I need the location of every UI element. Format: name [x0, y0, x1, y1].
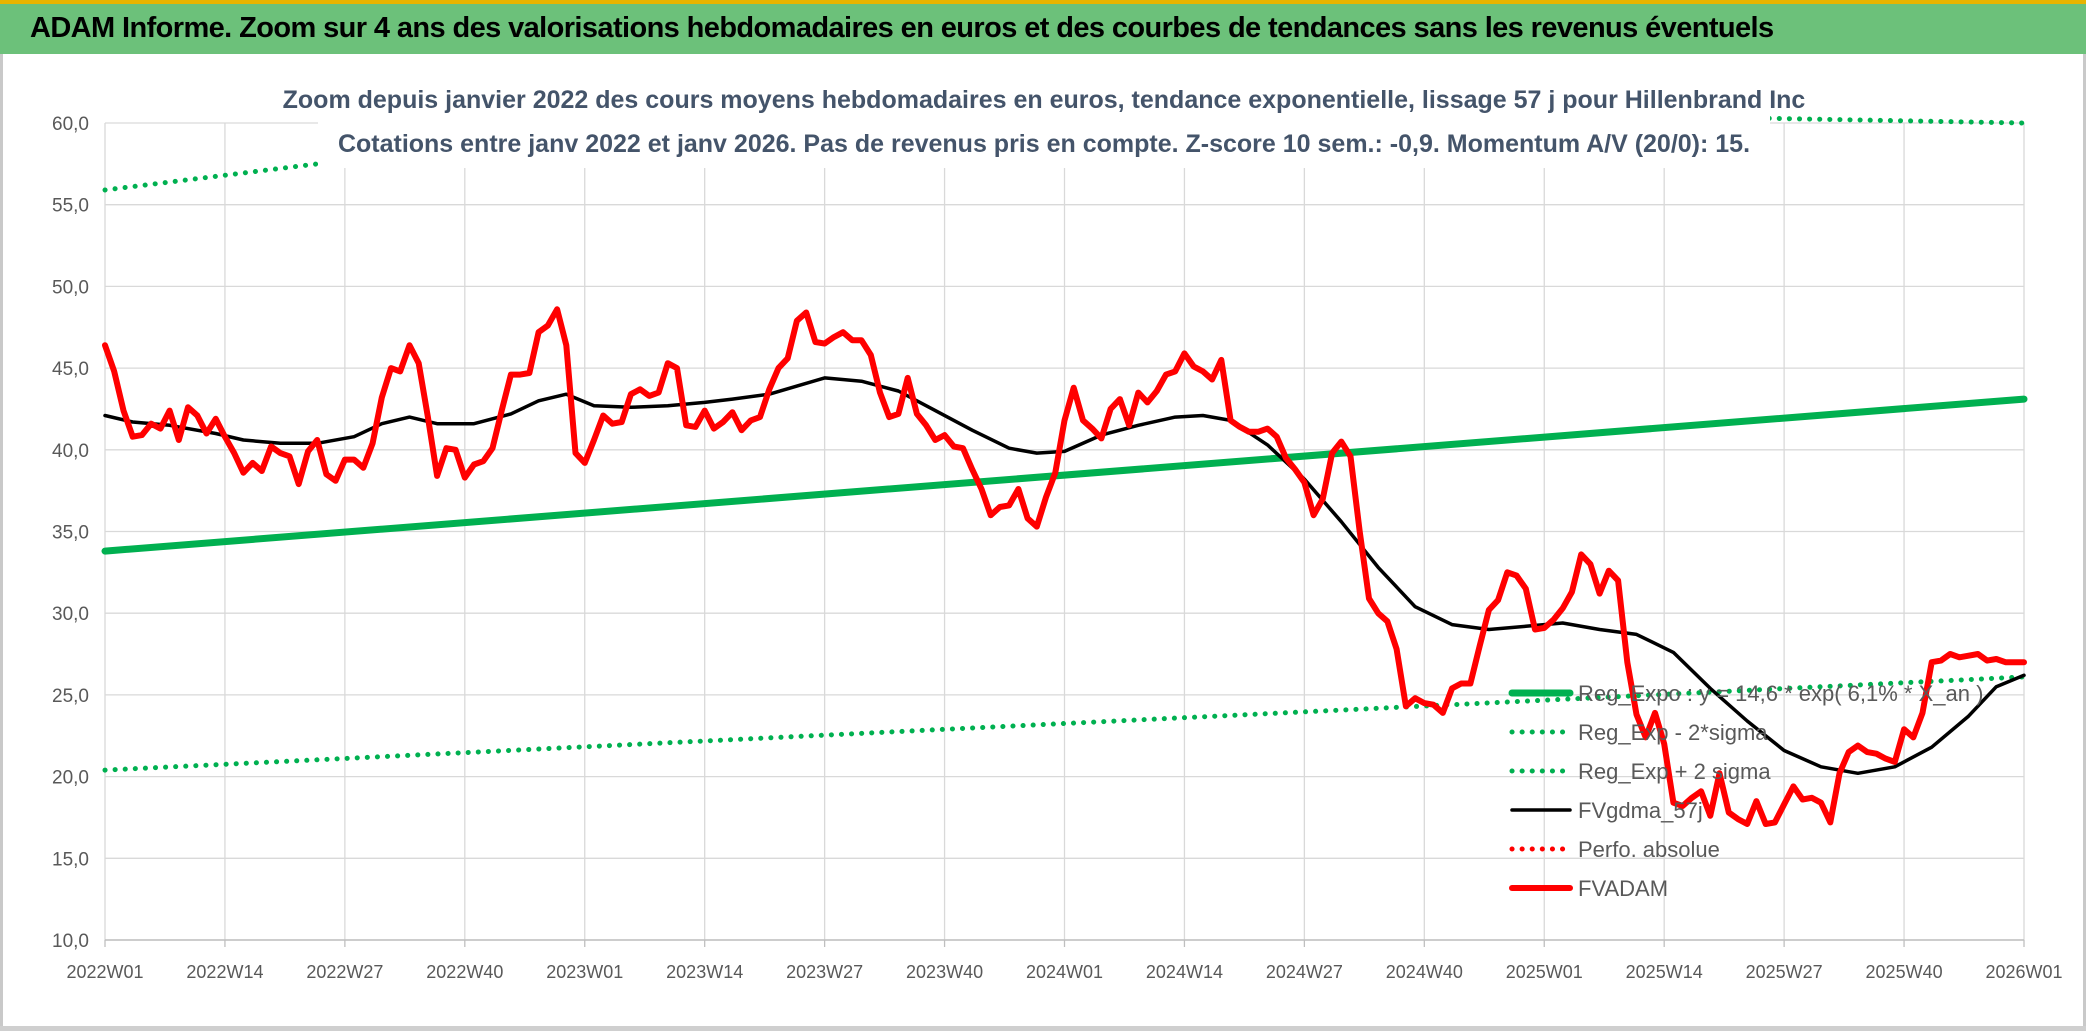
x-tick-label: 2022W14	[186, 962, 263, 982]
y-tick-label: 35,0	[52, 523, 89, 544]
x-tick-label: 2025W01	[1506, 962, 1583, 982]
grid	[104, 122, 2025, 947]
chart-frame	[0, 54, 2086, 1031]
legend-label: FVADAM	[1578, 876, 1668, 901]
x-tick-label: 2023W14	[666, 962, 743, 982]
chart-subtitle: Cotations entre janv 2022 et janv 2026. …	[338, 130, 1750, 158]
legend-reg-expo: Reg_Expo : y = 14,6 * exp( 6,1% * X_an )	[1508, 681, 1983, 706]
y-tick-label: 20,0	[52, 768, 89, 789]
reg-expo-line	[101, 395, 2028, 555]
y-tick-label: 30,0	[52, 604, 89, 625]
legend-label: Reg_Exp - 2*sigma	[1578, 720, 1768, 745]
chart-title-block: Zoom depuis janvier 2022 des cours moyen…	[283, 80, 1806, 168]
reg-exp-plus-2sigma-line	[102, 115, 2027, 193]
x-tick-label: 2026W01	[1985, 962, 2062, 982]
x-tick-label: 2025W27	[1746, 962, 1823, 982]
x-tick-label: 2023W27	[786, 962, 863, 982]
legend-reg-exp-plus: Reg_Exp + 2 sigma	[1509, 759, 1771, 784]
x-tick-label: 2024W01	[1026, 962, 1103, 982]
legend: Reg_Expo : y = 14,6 * exp( 6,1% * X_an )…	[1508, 681, 1983, 901]
y-tick-label: 55,0	[52, 196, 89, 217]
y-tick-label: 10,0	[52, 931, 89, 952]
y-tick-label: 60,0	[52, 114, 89, 135]
legend-label: FVgdma_57j	[1578, 798, 1703, 823]
report-banner: ADAM Informe. Zoom sur 4 ans des valoris…	[0, 0, 2086, 54]
legend-label: Perfo. absolue	[1578, 837, 1720, 862]
y-tick-label: 15,0	[52, 849, 89, 870]
x-tick-label: 2024W27	[1266, 962, 1343, 982]
x-tick-label: 2024W40	[1386, 962, 1463, 982]
x-tick-label: 2023W40	[906, 962, 983, 982]
y-tick-label: 50,0	[52, 277, 89, 298]
legend-fvadam: FVADAM	[1509, 876, 1668, 901]
x-tick-label: 2025W40	[1866, 962, 1943, 982]
reg-exp-minus-2sigma-line	[102, 674, 2027, 773]
x-tick-label: 2022W01	[66, 962, 143, 982]
fvadam-line	[102, 306, 2027, 827]
x-tick-label: 2022W40	[426, 962, 503, 982]
y-tick-label: 45,0	[52, 359, 89, 380]
y-tick-label: 40,0	[52, 441, 89, 462]
x-tick-label: 2025W14	[1626, 962, 1703, 982]
series-layer	[101, 115, 2028, 827]
title-background	[318, 80, 1770, 168]
report-title: ADAM Informe. Zoom sur 4 ans des valoris…	[30, 12, 1774, 44]
legend-label: Reg_Expo : y = 14,6 * exp( 6,1% * X_an )	[1578, 681, 1983, 706]
legend-label: Reg_Exp + 2 sigma	[1578, 759, 1771, 784]
x-tick-label: 2023W01	[546, 962, 623, 982]
legend-fvgdma: FVgdma_57j	[1510, 798, 1703, 823]
chart-title: Zoom depuis janvier 2022 des cours moyen…	[283, 86, 1806, 114]
axis-labels: 10,0 15,0 20,0 25,0 30,0 35,0 40,0 45,0 50,0 55,0…	[52, 114, 2063, 982]
legend-reg-exp-minus: Reg_Exp - 2*sigma	[1509, 720, 1768, 745]
x-tick-label: 2024W14	[1146, 962, 1223, 982]
bottom-divider	[0, 1026, 2086, 1031]
x-tick-label: 2022W27	[306, 962, 383, 982]
fvgdma-57j-line	[103, 376, 2026, 776]
y-tick-label: 25,0	[52, 686, 89, 707]
legend-perfo-absolue: Perfo. absolue	[1509, 837, 1720, 862]
